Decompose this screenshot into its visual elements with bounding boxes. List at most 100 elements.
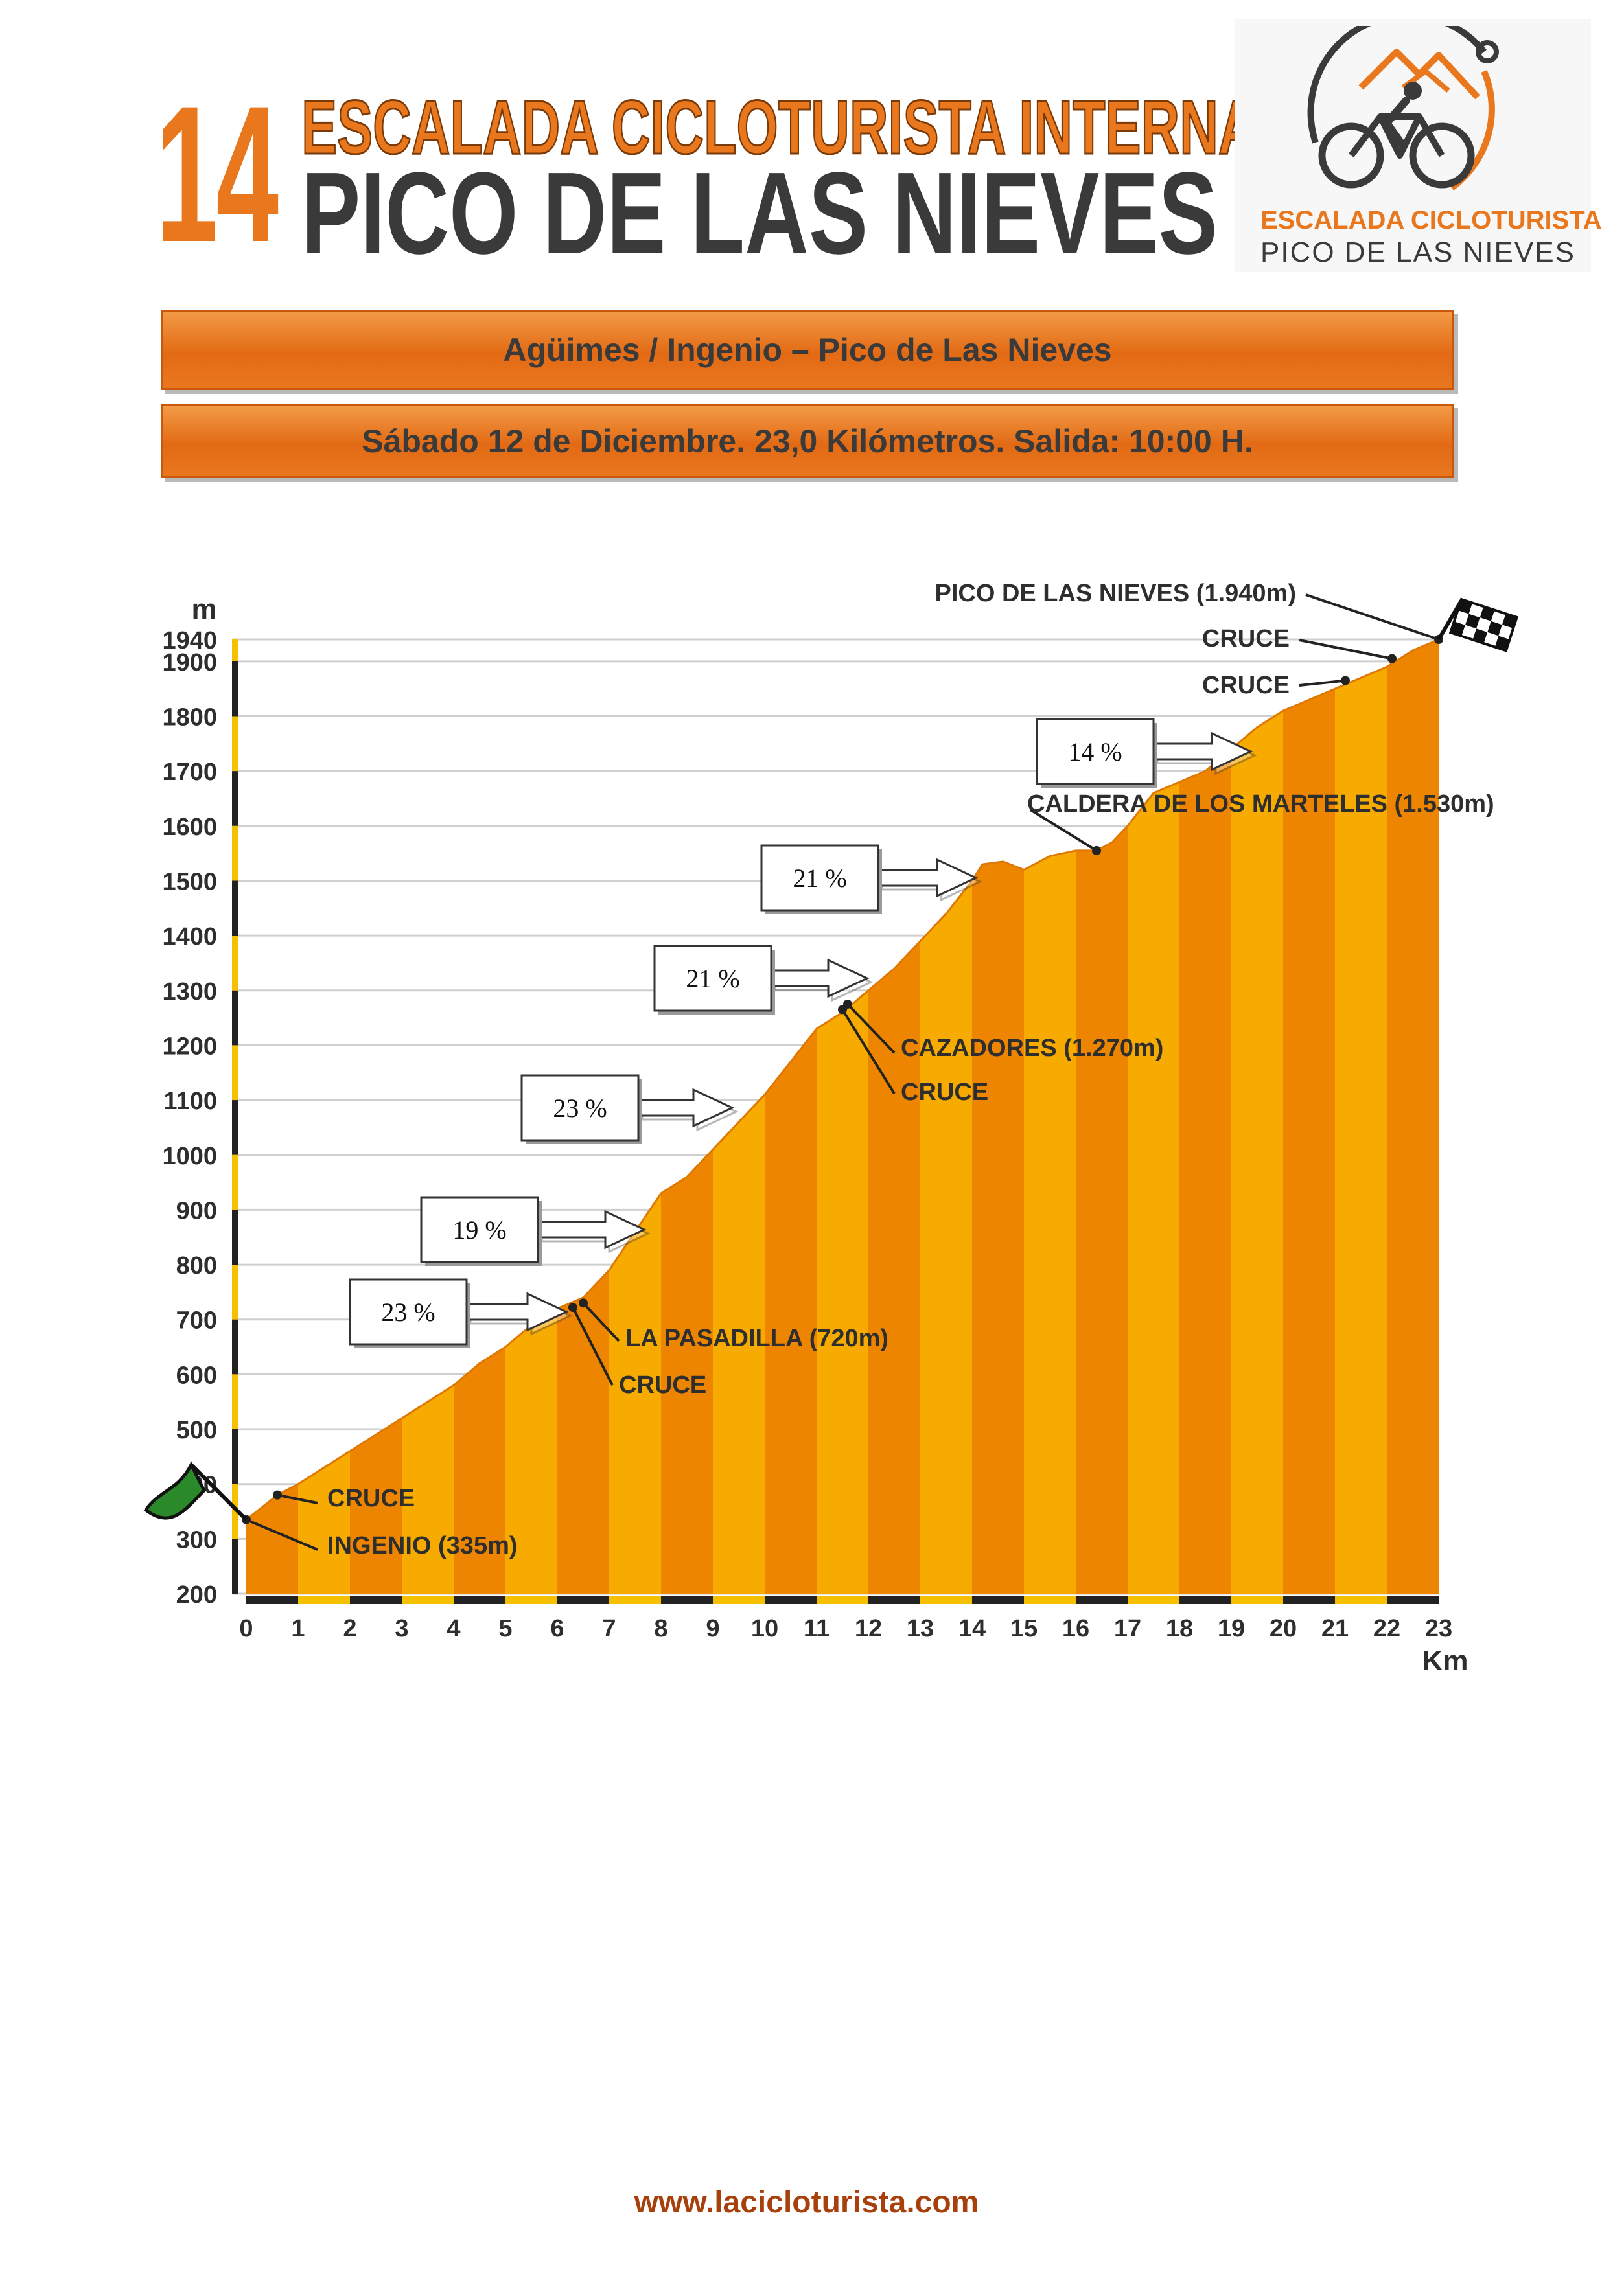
gradient-label: 14 % (1068, 737, 1122, 766)
y-tick-label: 700 (176, 1307, 217, 1335)
flag-square (1487, 621, 1502, 636)
x-tick-label: 5 (498, 1615, 512, 1642)
annotation-label: CRUCE (901, 1079, 988, 1106)
x-axis-segment (1024, 1596, 1076, 1604)
annotation-label: CAZADORES (1.270m) (901, 1035, 1163, 1062)
y-axis-segment (232, 990, 238, 1046)
gradient-arrow (1152, 731, 1253, 772)
y-tick-label: 1700 (162, 759, 217, 786)
y-axis-segment (232, 880, 238, 936)
x-axis-segment (246, 1596, 298, 1604)
x-axis-segment (505, 1596, 557, 1604)
green-flag-icon (143, 1461, 207, 1520)
annotation-leader (846, 1003, 896, 1054)
y-tick-label: 200 (176, 1581, 217, 1609)
x-tick-label: 22 (1373, 1615, 1400, 1642)
flag-square (1465, 614, 1480, 629)
annotation-dot (579, 1298, 588, 1308)
annotation-leader (1299, 679, 1346, 687)
annotation-label: INGENIO (335m) (327, 1532, 518, 1559)
y-axis-segment (232, 771, 238, 826)
annotation-dot (568, 1303, 577, 1313)
event-title-line2: PICO DE LAS NIEVES (301, 148, 1218, 279)
x-axis-segment (454, 1596, 505, 1604)
annotation-label: CRUCE (327, 1485, 415, 1512)
annotation-label: CRUCE (1202, 625, 1290, 652)
x-axis-segment (402, 1596, 454, 1604)
y-tick-label: 1600 (162, 814, 217, 841)
x-axis-segment (1335, 1596, 1387, 1604)
annotation-leader (1029, 809, 1098, 852)
x-axis-segment (1231, 1596, 1283, 1604)
y-axis-segment (232, 1374, 238, 1430)
y-tick-label: 500 (176, 1417, 217, 1444)
x-tick-label: 15 (1010, 1615, 1038, 1642)
y-tick-label: 800 (176, 1252, 217, 1280)
gradient-arrow (537, 1210, 647, 1250)
y-axis-segment (232, 1429, 238, 1484)
website-link[interactable]: www.lacicloturista.com (634, 2185, 979, 2220)
header: 14 ESCALADA CICLOTURISTA INTERNACIONAL P… (0, 0, 1613, 285)
x-tick-label: 9 (706, 1615, 719, 1642)
x-axis-segment (557, 1596, 609, 1604)
profile-outline (246, 638, 1439, 1521)
x-axis-segment (1387, 1596, 1439, 1604)
x-tick-label: 0 (239, 1615, 253, 1642)
y-axis-segment (232, 825, 238, 881)
y-tick-label: 1800 (162, 704, 217, 731)
km-stripe (1231, 639, 1284, 1594)
annotation-leader (246, 1518, 318, 1551)
annotation-leader (582, 1302, 620, 1342)
gradient-label: 23 % (381, 1298, 435, 1327)
x-axis-segment (1128, 1596, 1179, 1604)
gradient-box (520, 1074, 640, 1142)
gradient-arrow (637, 1088, 735, 1128)
y-axis-label: m (191, 593, 216, 625)
annotation-dot (1092, 845, 1101, 855)
x-axis-segment (817, 1596, 868, 1604)
annotation-label: CALDERA DE LOS MARTELES (1.530m) (1027, 790, 1494, 818)
gradient-box (653, 945, 772, 1012)
x-axis-segment (609, 1596, 661, 1604)
x-axis-segment (972, 1596, 1024, 1604)
event-logo: ESCALADA CICLOTURISTA PICO DE LAS NIEVES (1235, 19, 1602, 272)
y-axis-segment (232, 1484, 238, 1539)
x-axis-segment (713, 1596, 765, 1604)
y-tick-label: 1500 (162, 868, 217, 895)
gradient-arrow (770, 958, 870, 998)
y-axis-segment (232, 661, 238, 717)
km-stripe (1179, 639, 1232, 1594)
y-axis-segment (232, 1210, 238, 1265)
annotation-dot (1387, 654, 1397, 663)
x-tick-label: 23 (1425, 1615, 1452, 1642)
y-axis-segment (232, 1265, 238, 1320)
annotation-dot (273, 1490, 282, 1500)
x-axis-segment (1179, 1596, 1231, 1604)
y-tick-label: 1400 (162, 923, 217, 950)
y-axis-segment (232, 1154, 238, 1210)
annotation-label: CRUCE (619, 1372, 706, 1399)
x-tick-label: 17 (1114, 1615, 1141, 1642)
logo-text-line1: ESCALADA CICLOTURISTA (1260, 206, 1602, 235)
y-tick-label: 1940 (162, 627, 217, 654)
km-stripe (1335, 639, 1387, 1594)
annotation-dot (1341, 676, 1350, 685)
x-axis-segment (920, 1596, 972, 1604)
y-tick-label: 1100 (164, 1088, 217, 1115)
y-axis-segment (232, 1319, 238, 1375)
x-tick-label: 11 (804, 1615, 830, 1642)
annotation-leader (1305, 593, 1439, 641)
cyclist-logo-icon (1307, 26, 1499, 191)
x-tick-label: 7 (602, 1615, 616, 1642)
x-tick-label: 2 (343, 1615, 356, 1642)
y-axis-segment (232, 936, 238, 991)
y-tick-label: 600 (176, 1362, 217, 1389)
x-axis-segment (350, 1596, 402, 1604)
gradient-label: 19 % (452, 1215, 506, 1245)
annotation-leader (1299, 639, 1393, 660)
flag-border (1448, 597, 1519, 652)
gradient-label: 21 % (793, 864, 846, 893)
gradient-arrow (877, 858, 979, 898)
x-axis-segment (661, 1596, 713, 1604)
